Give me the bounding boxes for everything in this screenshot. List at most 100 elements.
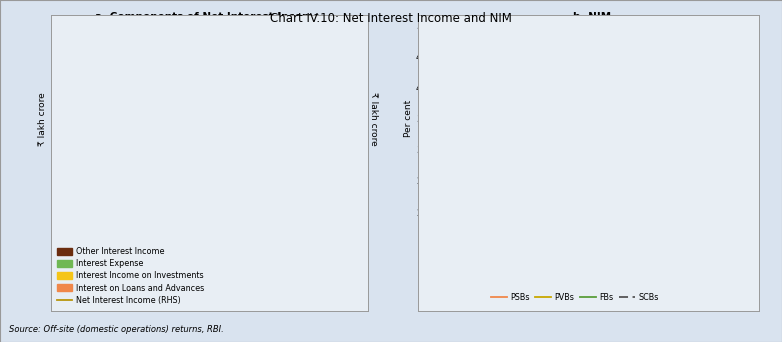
PSBs — [439, 162, 448, 166]
FBs — [575, 72, 584, 76]
Bar — [74, 136, 84, 137]
Text: Source: Off-site (domestic operations) returns, RBI.: Source: Off-site (domestic operations) r… — [9, 326, 224, 334]
FBs — [609, 89, 619, 93]
Bar — [138, 124, 148, 136]
SCBs — [712, 98, 721, 102]
Text: 3.8: 3.8 — [721, 96, 736, 105]
PVBs — [592, 80, 601, 84]
Bar — [106, 137, 116, 179]
PSBs — [609, 157, 619, 161]
Title: b. NIM: b. NIM — [573, 12, 612, 22]
SCBs — [643, 120, 652, 124]
PSBs — [643, 154, 652, 158]
PVBs — [712, 55, 721, 59]
FBs — [490, 66, 499, 70]
Bar — [186, 80, 196, 124]
Bar — [202, 137, 213, 176]
Bar — [250, 136, 260, 137]
SCBs — [455, 128, 465, 132]
Bar — [299, 136, 309, 137]
PVBs — [540, 80, 550, 84]
SCBs — [575, 120, 584, 124]
SCBs — [660, 120, 669, 124]
PSBs — [455, 163, 465, 168]
Line: PSBs: PSBs — [443, 137, 716, 166]
FBs — [643, 88, 652, 92]
Bar — [282, 123, 293, 136]
Bar — [170, 136, 181, 137]
Bar — [186, 137, 196, 176]
SCBs — [694, 104, 704, 108]
Bar — [138, 80, 148, 124]
PVBs — [490, 78, 499, 82]
Bar — [170, 80, 181, 124]
Bar — [250, 77, 260, 124]
Text: 3.2: 3.2 — [721, 133, 735, 142]
PSBs — [524, 159, 533, 163]
PVBs — [609, 78, 619, 82]
Legend: PSBs, PVBs, FBs, SCBs: PSBs, PVBs, FBs, SCBs — [487, 290, 662, 305]
PSBs — [558, 147, 567, 151]
Bar — [186, 136, 196, 137]
PSBs — [712, 135, 721, 140]
Bar — [154, 136, 164, 137]
PVBs — [524, 81, 533, 85]
PSBs — [472, 159, 482, 163]
PSBs — [507, 159, 516, 163]
Line: FBs: FBs — [443, 61, 716, 100]
Bar — [74, 82, 84, 126]
FBs — [558, 70, 567, 74]
Bar — [331, 121, 341, 136]
PVBs — [472, 83, 482, 87]
Bar — [282, 136, 293, 137]
SCBs — [592, 120, 601, 124]
Bar — [218, 137, 228, 176]
Bar — [138, 136, 148, 137]
Bar — [74, 126, 84, 136]
Bar — [299, 70, 309, 122]
PVBs — [439, 81, 448, 86]
PVBs — [575, 80, 584, 84]
Bar — [218, 124, 228, 136]
Text: 4.2: 4.2 — [721, 71, 735, 80]
SCBs — [490, 122, 499, 126]
Y-axis label: Per cent: Per cent — [404, 100, 413, 137]
Bar — [218, 136, 228, 137]
Bar — [154, 124, 164, 136]
Bar — [202, 80, 213, 124]
SCBs — [609, 120, 619, 124]
Bar — [170, 124, 181, 136]
Bar — [267, 74, 277, 123]
Bar — [250, 124, 260, 136]
FBs — [540, 58, 550, 63]
PSBs — [592, 157, 601, 161]
Bar — [106, 136, 116, 137]
FBs — [455, 86, 465, 90]
PVBs — [558, 81, 567, 85]
Title: a. Components of Net Interest Income: a. Components of Net Interest Income — [95, 12, 320, 22]
FBs — [524, 59, 533, 63]
PVBs — [626, 76, 636, 80]
Bar — [331, 136, 341, 137]
Bar — [234, 124, 245, 136]
PSBs — [694, 142, 704, 146]
PVBs — [455, 84, 465, 89]
Bar — [89, 136, 100, 137]
Text: 4.5: 4.5 — [721, 52, 735, 61]
Bar — [282, 73, 293, 123]
Bar — [218, 80, 228, 124]
Bar — [234, 78, 245, 124]
Text: Chart IV.10: Net Interest Income and NIM: Chart IV.10: Net Interest Income and NIM — [270, 12, 512, 25]
Bar — [331, 58, 341, 121]
FBs — [677, 89, 687, 93]
PSBs — [540, 147, 550, 151]
Bar — [121, 136, 132, 137]
PVBs — [643, 76, 652, 80]
Bar — [106, 124, 116, 136]
Bar — [267, 137, 277, 177]
PSBs — [677, 155, 687, 159]
Legend: Other Interest Income, Interest Expense, Interest Income on Investments, Interes: Other Interest Income, Interest Expense,… — [55, 245, 206, 307]
PSBs — [575, 155, 584, 159]
Bar — [202, 136, 213, 137]
Bar — [267, 136, 277, 137]
